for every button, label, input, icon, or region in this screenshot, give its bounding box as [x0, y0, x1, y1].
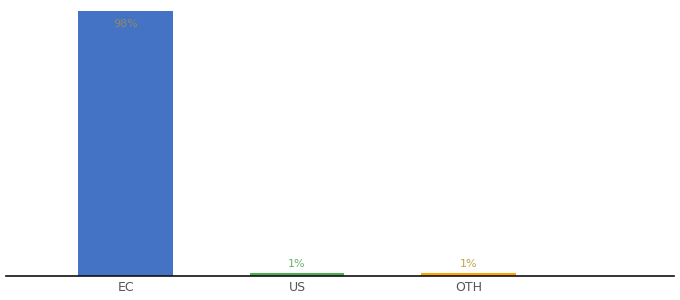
Bar: [250, 273, 344, 276]
Bar: [422, 273, 516, 276]
Text: 1%: 1%: [288, 259, 306, 269]
Text: 98%: 98%: [113, 19, 138, 29]
Bar: [78, 11, 173, 276]
Text: 1%: 1%: [460, 259, 477, 269]
